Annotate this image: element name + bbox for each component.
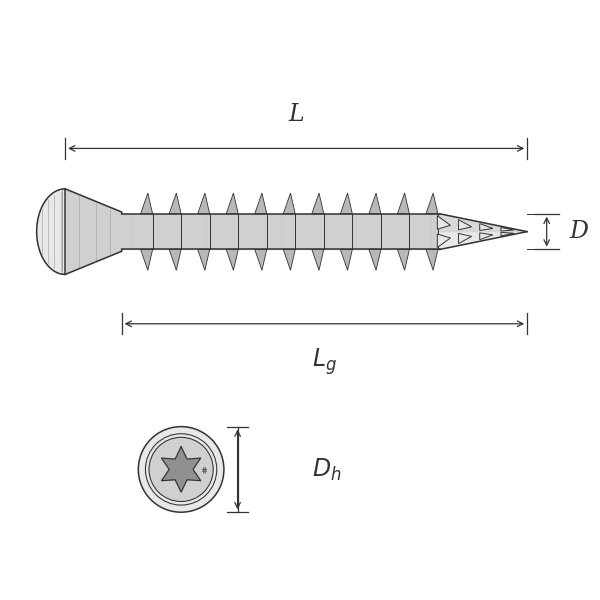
Polygon shape <box>255 250 267 270</box>
Polygon shape <box>480 233 493 240</box>
Polygon shape <box>283 193 295 214</box>
Polygon shape <box>437 234 451 248</box>
Polygon shape <box>140 193 152 214</box>
Polygon shape <box>226 193 238 214</box>
Polygon shape <box>65 189 122 274</box>
Polygon shape <box>312 250 324 270</box>
Polygon shape <box>340 250 352 270</box>
Polygon shape <box>169 250 181 270</box>
Polygon shape <box>440 214 527 250</box>
Polygon shape <box>426 193 438 214</box>
Polygon shape <box>437 216 451 229</box>
Polygon shape <box>480 224 493 230</box>
Polygon shape <box>369 193 381 214</box>
Polygon shape <box>226 250 238 270</box>
Polygon shape <box>458 220 472 230</box>
Polygon shape <box>197 193 209 214</box>
Text: L: L <box>288 103 304 126</box>
Polygon shape <box>169 193 181 214</box>
Polygon shape <box>458 233 472 244</box>
Polygon shape <box>501 227 514 231</box>
Polygon shape <box>440 214 527 232</box>
Polygon shape <box>283 250 295 270</box>
Polygon shape <box>197 250 209 270</box>
Polygon shape <box>369 250 381 270</box>
Polygon shape <box>312 193 324 214</box>
Text: D: D <box>569 220 588 243</box>
Text: ⋕: ⋕ <box>200 465 208 474</box>
Text: $D_h$: $D_h$ <box>312 457 341 482</box>
Polygon shape <box>340 193 352 214</box>
Polygon shape <box>140 250 152 270</box>
Polygon shape <box>161 447 200 492</box>
Text: $L_g$: $L_g$ <box>312 346 337 377</box>
Polygon shape <box>37 189 65 274</box>
Polygon shape <box>255 193 267 214</box>
Polygon shape <box>122 214 440 250</box>
Polygon shape <box>426 250 438 270</box>
Polygon shape <box>397 193 409 214</box>
Circle shape <box>149 437 213 502</box>
Polygon shape <box>397 250 409 270</box>
Polygon shape <box>501 232 514 236</box>
Circle shape <box>139 427 224 512</box>
